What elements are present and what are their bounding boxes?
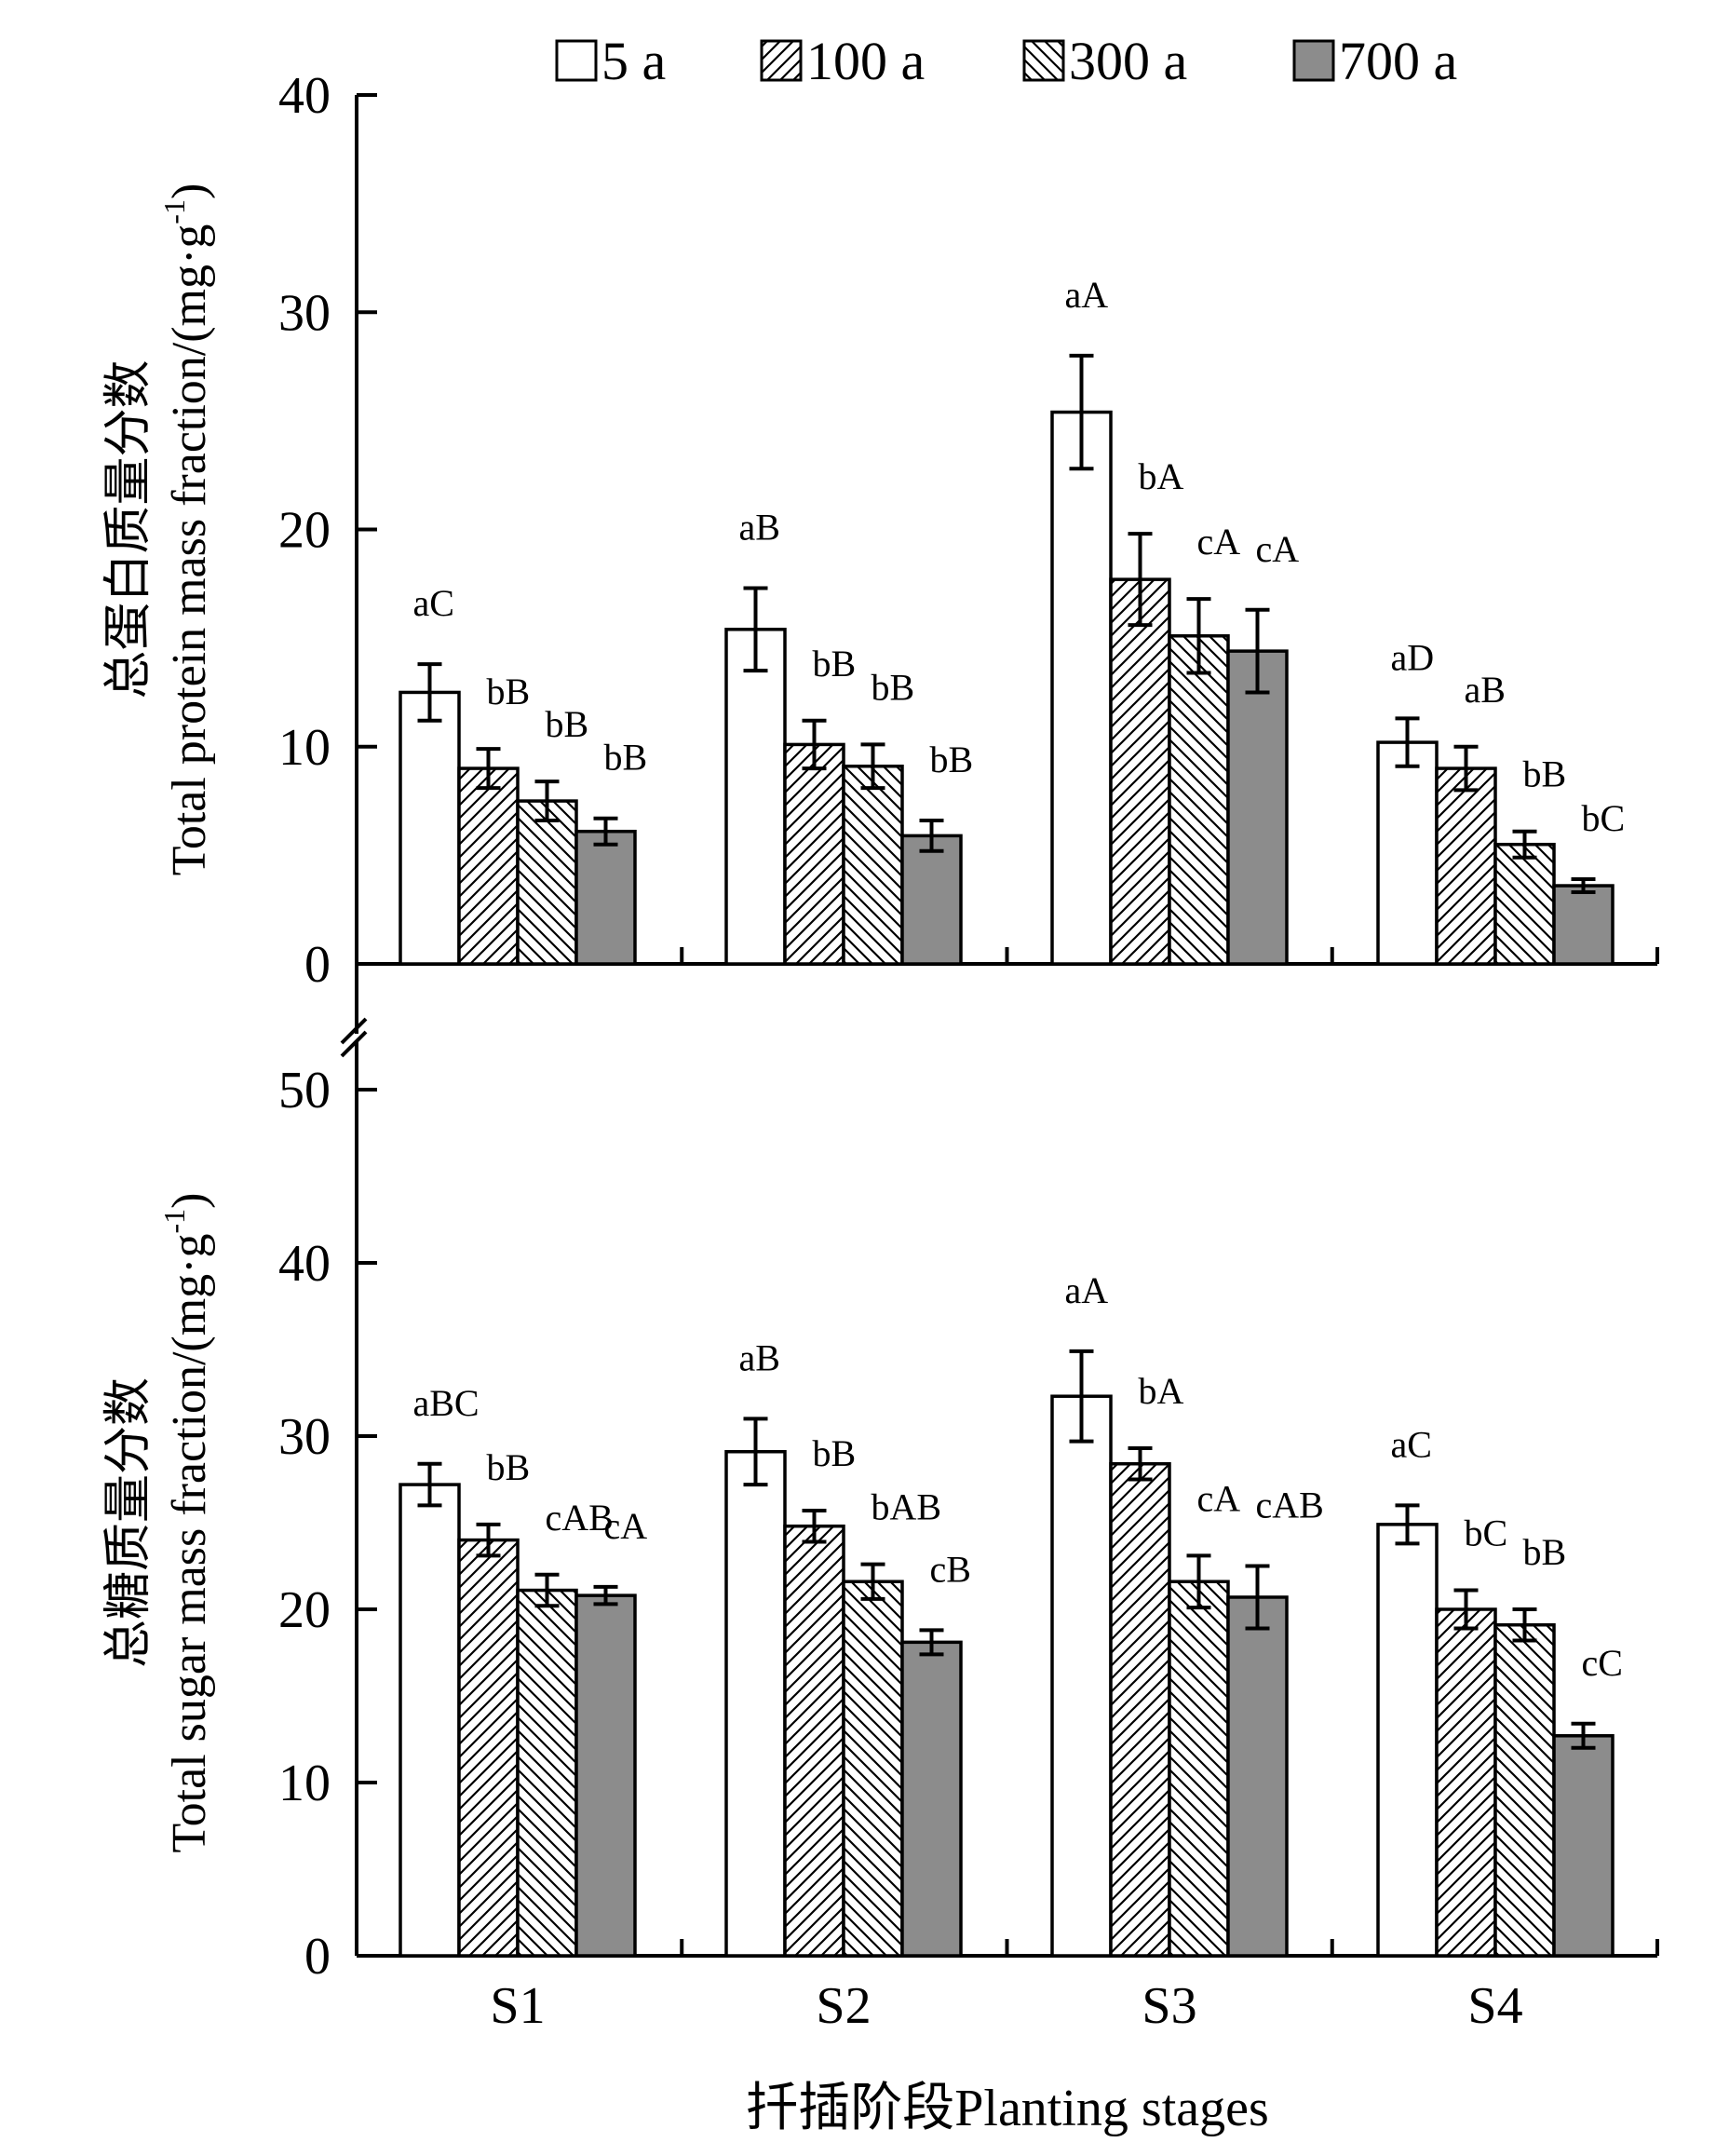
bar bbox=[457, 766, 520, 966]
y-tick-label: 0 bbox=[304, 936, 331, 994]
legend-swatch-1 bbox=[555, 39, 598, 82]
y-tick-label: 30 bbox=[278, 1408, 331, 1466]
significance-label: cA bbox=[1197, 521, 1241, 563]
significance-label: aB bbox=[739, 506, 780, 548]
bar bbox=[1376, 1523, 1439, 1958]
legend-swatch-3 bbox=[1022, 39, 1065, 82]
significance-label: bB bbox=[813, 643, 857, 685]
bar bbox=[1109, 1462, 1171, 1958]
y-tick-label: 10 bbox=[278, 719, 331, 777]
bar bbox=[1050, 1394, 1113, 1958]
shared-x-axis: S1 S2 S3 S4 扦插阶段Planting stages bbox=[340, 964, 1523, 2137]
y-axis-title-cn: 总糖质量分数 bbox=[102, 1377, 155, 1668]
x-tick-label: S2 bbox=[816, 1977, 871, 2035]
bar bbox=[1435, 1607, 1497, 1958]
legend-label-3: 300 a bbox=[1069, 31, 1187, 91]
bar bbox=[399, 690, 461, 966]
protein-panel: 0 10 20 30 40 aC aB aA aD bB bB bA aB bB bB cA bB bB bB cA b… bbox=[102, 67, 1659, 994]
y-tick-label: 10 bbox=[278, 1755, 331, 1812]
bar bbox=[1050, 410, 1113, 966]
y-tick-label: 40 bbox=[278, 67, 331, 125]
significance-label: bB bbox=[1523, 753, 1567, 795]
significance-label: bB bbox=[813, 1432, 857, 1474]
legend-swatch-4 bbox=[1292, 39, 1335, 82]
significance-label: cA bbox=[1256, 528, 1300, 570]
x-tick-label: S3 bbox=[1142, 1977, 1196, 2035]
legend: 5 a 100 a 300 a 700 a bbox=[555, 31, 1457, 91]
bar bbox=[842, 1580, 904, 1958]
bar bbox=[1493, 1622, 1556, 1958]
significance-label: cB bbox=[930, 1548, 971, 1590]
significance-label: bC bbox=[1465, 1512, 1508, 1554]
significance-label: aA bbox=[1065, 274, 1109, 316]
y-tick-label: 50 bbox=[278, 1062, 331, 1119]
bar bbox=[1376, 740, 1439, 966]
bar bbox=[1168, 1580, 1230, 1958]
significance-label: bA bbox=[1139, 455, 1184, 497]
bar bbox=[1552, 1734, 1615, 1958]
y-tick-label: 30 bbox=[278, 284, 331, 342]
bar bbox=[842, 764, 904, 966]
significance-label: bB bbox=[872, 666, 915, 708]
significance-label: aC bbox=[1391, 1423, 1432, 1465]
y-axis-title-en: Total sugar mass fraction/(mg·g-1) bbox=[157, 1193, 216, 1853]
significance-label: aD bbox=[1391, 636, 1435, 678]
bar bbox=[1109, 577, 1171, 966]
bar bbox=[1226, 649, 1289, 966]
bar bbox=[1226, 1595, 1289, 1958]
significance-label: bB bbox=[1523, 1531, 1567, 1573]
bar bbox=[724, 1449, 787, 1958]
bar bbox=[516, 799, 578, 966]
x-tick-label: S1 bbox=[490, 1977, 545, 2035]
significance-label: cA bbox=[1197, 1477, 1241, 1519]
significance-label: cAB bbox=[1256, 1485, 1324, 1526]
y-axis-title-cn: 总蛋白质量分数 bbox=[102, 359, 155, 698]
legend-label-4: 700 a bbox=[1339, 31, 1457, 91]
bar bbox=[1552, 884, 1615, 966]
significance-label: bB bbox=[487, 671, 531, 712]
bar bbox=[457, 1538, 520, 1958]
bar bbox=[399, 1483, 461, 1958]
significance-label: aC bbox=[413, 582, 454, 624]
significance-label: aBC bbox=[413, 1382, 480, 1424]
y-tick-label: 20 bbox=[278, 502, 331, 560]
legend-label-2: 100 a bbox=[806, 31, 925, 91]
significance-label: bB bbox=[546, 703, 589, 745]
significance-label: cAB bbox=[546, 1497, 614, 1539]
significance-label: aA bbox=[1065, 1269, 1109, 1311]
significance-label: bAB bbox=[872, 1486, 942, 1528]
bar bbox=[516, 1588, 578, 1958]
significance-label: cA bbox=[604, 1505, 648, 1547]
significance-label: bB bbox=[487, 1446, 531, 1488]
bar bbox=[900, 1640, 963, 1958]
bar bbox=[783, 742, 845, 966]
x-tick-label: S4 bbox=[1467, 1977, 1522, 2035]
significance-label: bA bbox=[1139, 1370, 1184, 1412]
bar bbox=[900, 834, 963, 966]
bar bbox=[574, 1593, 637, 1958]
significance-label: cC bbox=[1582, 1642, 1623, 1684]
significance-label: aB bbox=[1465, 669, 1506, 711]
x-axis-title: 扦插阶段Planting stages bbox=[746, 2080, 1269, 2137]
bar bbox=[574, 829, 637, 966]
significance-label: bB bbox=[604, 737, 648, 779]
y-axis-title-en: Total protein mass fraction/(mg·g-1) bbox=[157, 183, 216, 876]
bar bbox=[724, 628, 787, 966]
bar bbox=[1168, 634, 1230, 966]
y-tick-label: 0 bbox=[304, 1928, 331, 1986]
axis-break-mark bbox=[340, 1017, 368, 1045]
legend-swatch-2 bbox=[760, 39, 803, 82]
sugar-panel: 0 10 20 30 40 50 aBC aB aA aC bB bB bA bC cAB bAB cA bB cA… bbox=[102, 1062, 1659, 1986]
significance-label: bB bbox=[930, 739, 974, 780]
bar bbox=[1435, 766, 1497, 966]
bar bbox=[1493, 842, 1556, 966]
significance-label: bC bbox=[1582, 797, 1626, 839]
legend-label-1: 5 a bbox=[601, 31, 666, 91]
significance-label: aB bbox=[739, 1336, 780, 1378]
bar bbox=[783, 1524, 845, 1958]
axis-break-mark bbox=[340, 1030, 368, 1058]
y-tick-label: 20 bbox=[278, 1581, 331, 1639]
y-tick-label: 40 bbox=[278, 1235, 331, 1293]
